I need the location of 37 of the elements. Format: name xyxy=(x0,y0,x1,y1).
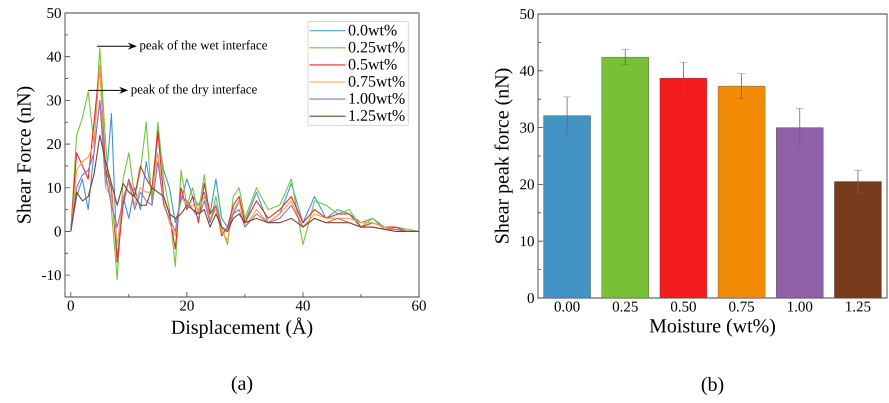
y-tick-label: -10 xyxy=(42,270,61,280)
y-tick-label: 0 xyxy=(54,226,61,236)
x-tick-label: 0 xyxy=(68,300,74,311)
y-tick-label: 20 xyxy=(520,179,534,190)
y-tick-label: 30 xyxy=(47,95,61,106)
y-tick-label: 10 xyxy=(520,236,534,246)
text: (b) xyxy=(702,376,724,396)
legend-label: 0.5wt% xyxy=(348,58,397,70)
legend-label: 0.25wt% xyxy=(348,42,405,53)
x-tick-label: 0.50 xyxy=(670,302,696,312)
y-axis-title: Shear Force (nN) xyxy=(16,86,35,223)
x-axis-title: Moisture (wt%) xyxy=(650,318,775,337)
y-tick-label: 0 xyxy=(528,292,534,304)
y-tick-label: 40 xyxy=(46,52,61,62)
x-tick-label: 0.25 xyxy=(612,302,638,312)
annotation: peak of the wet interface xyxy=(140,40,267,52)
x-tick-label: 20 xyxy=(180,300,194,311)
y-axis-title: Shear peak force (nN) xyxy=(494,68,513,243)
legend-label: 0.0wt% xyxy=(348,24,397,36)
x-tick-label: 40 xyxy=(296,300,310,311)
y-tick-label: 20 xyxy=(47,139,61,150)
y-tick-label: 50 xyxy=(47,8,61,18)
x-axis-title: Displacement (Å) xyxy=(171,317,312,338)
y-tick-label: 40 xyxy=(520,66,534,76)
annotation: peak of the dry interface xyxy=(130,84,257,96)
text: (a) xyxy=(232,376,252,394)
x-tick-label: 0.75 xyxy=(729,302,754,312)
x-tick-label: 1.00 xyxy=(788,302,812,312)
legend-label: 1.25wt% xyxy=(349,110,405,121)
y-tick-label: 50 xyxy=(520,8,534,20)
x-tick-label: 0.00 xyxy=(554,302,580,312)
x-tick-label: 1.25 xyxy=(846,302,870,312)
y-tick-label: 30 xyxy=(520,122,534,133)
legend-label: 1.00wt% xyxy=(349,93,405,104)
x-tick-label: 60 xyxy=(412,300,426,311)
legend-label: 0.75wt% xyxy=(348,76,405,87)
y-tick-label: 10 xyxy=(48,182,61,193)
